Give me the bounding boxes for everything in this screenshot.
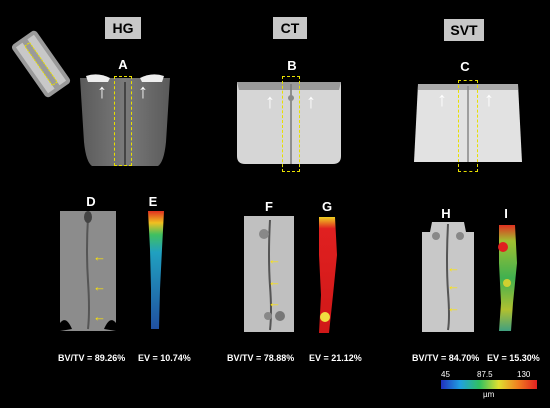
arrow-icon: ↑ [484, 89, 494, 111]
metric-bvtv-ct: BV/TV = 78.88% [227, 353, 295, 363]
arrow-icon: ← [93, 249, 106, 264]
metric-ev-ct: EV = 21.12% [309, 353, 362, 363]
panel-e-heatmap [148, 211, 164, 329]
panel-letter-i: I [504, 206, 508, 221]
group-label-ct: CT [273, 17, 307, 39]
panel-letter-b: B [287, 58, 297, 73]
panel-a-image [80, 74, 170, 166]
panel-i-heatmap [498, 225, 517, 331]
arrow-icon: ← [93, 279, 106, 294]
arrow-icon: ↑ [437, 89, 447, 111]
arrow-icon: ← [268, 252, 281, 267]
metric-ev-hg: EV = 10.74% [138, 353, 191, 363]
panel-letter-e: E [148, 194, 158, 209]
colorbar-tick-mid: 87.5 [477, 370, 493, 379]
arrow-icon: ↑ [306, 91, 316, 113]
panel-letter-h: H [441, 206, 451, 221]
panel-b-image [237, 82, 341, 164]
arrow-icon: ← [93, 309, 106, 324]
colorbar: 45 87.5 130 µm [441, 370, 537, 402]
arrow-icon: ↑ [97, 81, 107, 103]
arrow-icon: ↑ [138, 81, 148, 103]
group-label-svt: SVT [444, 19, 484, 41]
arrow-icon: ← [447, 278, 460, 293]
colorbar-gradient [441, 380, 537, 389]
panel-letter-g: G [321, 199, 333, 214]
arrow-icon: ← [268, 295, 281, 310]
panel-f-image [244, 216, 294, 332]
panel-d-image [60, 211, 116, 331]
group-label-hg: HG [105, 17, 141, 39]
panel-h-image [422, 222, 474, 332]
arrow-icon: ← [447, 260, 460, 275]
colorbar-tick-high: 130 [517, 370, 531, 379]
panel-letter-c: C [460, 59, 470, 74]
panel-letter-a: A [118, 57, 128, 72]
panel-letter-d: D [86, 194, 96, 209]
panel-letter-f: F [265, 199, 273, 214]
roi-box-b [282, 76, 300, 172]
arrow-icon: ← [268, 274, 281, 289]
metric-bvtv-hg: BV/TV = 89.26% [58, 353, 126, 363]
jaw-thumbnail [11, 30, 71, 98]
colorbar-tick-low: 45 [441, 370, 450, 379]
metric-bvtv-svt: BV/TV = 84.70% [412, 353, 480, 363]
roi-box-a [114, 76, 132, 166]
arrow-icon: ← [447, 300, 460, 315]
colorbar-unit: µm [483, 390, 495, 399]
roi-box-c [458, 80, 478, 172]
panel-g-heatmap [319, 217, 337, 333]
panel-c-image [414, 84, 522, 162]
metric-ev-svt: EV = 15.30% [487, 353, 540, 363]
arrow-icon: ↑ [265, 91, 275, 113]
